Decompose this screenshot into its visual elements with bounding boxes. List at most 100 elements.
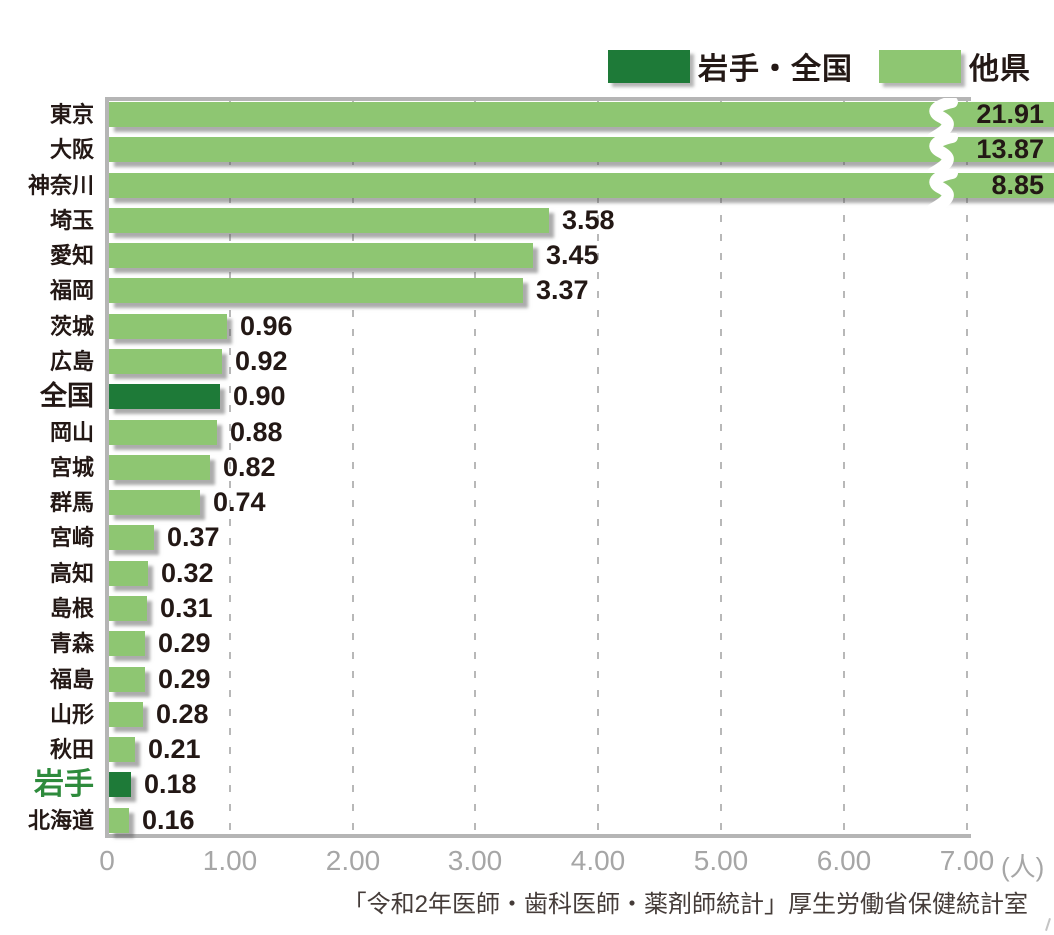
bar-row: 0.28: [105, 697, 1054, 732]
corner-mark: [1045, 918, 1051, 931]
bar-label: 愛知: [49, 243, 94, 269]
bar-value: 3.45: [546, 240, 599, 271]
bar-label: 青森: [49, 631, 94, 657]
bar-value: 0.90: [233, 381, 286, 412]
legend-label-iwate-national: 岩手・全国: [698, 53, 853, 86]
plot-frame: [105, 97, 971, 838]
bar: [109, 490, 200, 516]
bar-row: 21.91: [105, 97, 1054, 142]
gridline: [352, 101, 354, 834]
bar-label: 秋田: [49, 737, 94, 763]
bar: 21.91: [109, 98, 1054, 142]
bar-value: 0.92: [235, 346, 288, 376]
bar-row: 0.96: [105, 309, 1054, 344]
bar-row: 0.90: [105, 379, 1054, 414]
bar-label: 東京: [49, 102, 94, 127]
bar-value: 0.28: [156, 698, 209, 729]
x-axis-tick: 1.00: [202, 845, 258, 876]
bar-label: 広島: [49, 349, 94, 374]
bar-row: 0.16: [105, 803, 1054, 838]
legend-label-other-prefectures: 他県: [969, 53, 1031, 86]
bar-row: 3.58: [105, 203, 1054, 238]
axis-break-icon: [927, 98, 958, 142]
bar: [109, 243, 533, 269]
bar-value: 3.37: [536, 275, 589, 306]
category-labels: 東京 大阪 神奈川 埼玉 愛知 福岡 茨城 広島 全国 岡山 宮城 群馬 宮崎 高知 島根 青森 福島 山形 秋田岩…: [0, 97, 100, 838]
gridline: [474, 101, 476, 834]
bar-row: 0.37: [105, 520, 1054, 555]
bar-label: 福島: [49, 666, 94, 692]
bar: [109, 419, 217, 445]
legend: 岩手・全国 他県: [608, 44, 1031, 88]
gridline: [229, 101, 231, 834]
bar: 8.85: [109, 168, 1054, 213]
bar-value: 13.87: [976, 134, 1044, 165]
bar: [109, 278, 523, 304]
axis-break-icon: [927, 168, 958, 213]
gridline: [597, 101, 599, 834]
bar-label: 福岡: [49, 278, 94, 304]
bar-row: 0.74: [105, 485, 1054, 520]
x-axis-ticks: 0 1.00 2.00 3.00 4.00 5.00 6.00 7.00: [99, 845, 1054, 879]
bar-label: 宮城: [49, 454, 94, 480]
axis-break-icon: [927, 133, 958, 178]
bar-value: 3.58: [562, 204, 615, 235]
bar: [109, 772, 131, 798]
gridline: [966, 101, 968, 834]
x-axis-unit-label: (人): [1001, 852, 1045, 882]
bar-row: 0.92: [105, 344, 1054, 379]
x-axis-tick: 6.00: [816, 845, 872, 876]
bar-label: 埼玉: [49, 207, 94, 233]
bar-label: 群馬: [49, 490, 94, 516]
x-axis-tick: 5.00: [693, 845, 749, 876]
x-axis-tick: 3.00: [447, 845, 503, 876]
bar: [109, 313, 227, 339]
bar: [109, 560, 148, 586]
x-axis-tick: 0: [99, 845, 115, 876]
bar-label: 全国: [40, 381, 94, 412]
bar-row: 0.29: [105, 626, 1054, 661]
bar-value: 0.88: [230, 416, 283, 447]
x-axis-tick: 2.00: [325, 845, 381, 876]
bar-row: 0.18: [105, 767, 1054, 802]
bar: [109, 349, 222, 374]
bar: [109, 666, 145, 692]
gridline: [720, 101, 722, 834]
bar-label: 岡山: [49, 419, 94, 445]
x-axis-tick: 7.00: [939, 845, 995, 876]
bar-value: 0.31: [160, 593, 213, 623]
bar-value: 21.91: [976, 99, 1044, 129]
bar: 13.87: [109, 133, 1054, 178]
bar-label: 島根: [49, 596, 94, 621]
bar-row: 0.29: [105, 662, 1054, 697]
bar-label: 神奈川: [27, 172, 94, 198]
bar: [109, 525, 154, 551]
bar: [109, 701, 143, 727]
bar-value: 0.16: [142, 804, 195, 835]
bar-value: 0.96: [240, 310, 293, 341]
bar: [109, 596, 147, 621]
bar-row: 0.21: [105, 732, 1054, 767]
bar-label: 山形: [49, 701, 94, 727]
gridline: [843, 101, 845, 834]
bar-label: 岩手: [34, 768, 94, 802]
legend-swatch-iwate-national: [608, 49, 690, 83]
bar-label: 北海道: [27, 807, 94, 833]
legend-swatch-other-prefectures: [879, 49, 961, 83]
bar-row: 0.88: [105, 415, 1054, 450]
bar: [109, 207, 549, 233]
bar: [109, 807, 129, 833]
bar-value: 0.37: [167, 522, 220, 553]
bar-value: 0.21: [148, 734, 201, 765]
bar-value: 0.82: [223, 451, 276, 482]
bar-value: 8.85: [991, 169, 1044, 200]
bar-label: 茨城: [49, 313, 94, 339]
bar-label: 宮崎: [49, 525, 94, 551]
bar-row: 8.85: [105, 168, 1054, 213]
bar-row: 0.82: [105, 450, 1054, 485]
bar-row: 0.32: [105, 556, 1054, 591]
bar: [109, 454, 210, 480]
source-note: 「令和2年医師・歯科医師・薬剤師統計」厚生労働省保健統計室: [342, 891, 1028, 918]
bar-row: 0.31: [105, 591, 1054, 626]
